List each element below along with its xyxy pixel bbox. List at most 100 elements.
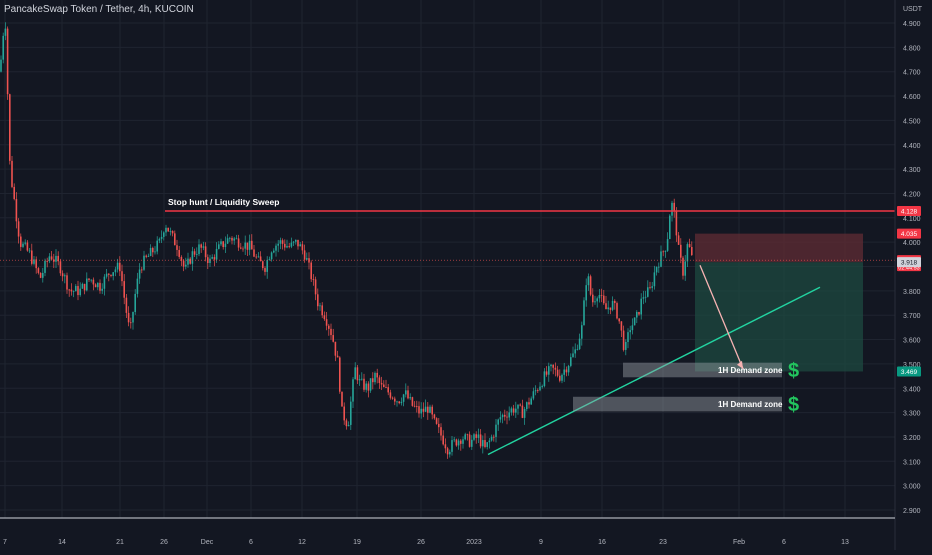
candle-body xyxy=(127,312,130,323)
candle-body xyxy=(442,435,444,445)
x-tick-label: 26 xyxy=(160,539,168,546)
candle-body xyxy=(314,279,317,295)
candle-body xyxy=(611,300,614,310)
candle-body xyxy=(394,398,396,402)
candle-body xyxy=(409,397,411,399)
candle-body xyxy=(548,366,550,375)
candle-body xyxy=(387,387,389,393)
candle-body xyxy=(339,357,341,392)
candle-body xyxy=(273,250,275,253)
x-tick-label: 13 xyxy=(841,539,849,546)
candle-body xyxy=(4,28,7,36)
candle-body xyxy=(328,325,330,329)
candle-body xyxy=(438,423,440,428)
candle-body xyxy=(103,276,106,289)
candle-body xyxy=(123,281,125,298)
candle-body xyxy=(594,301,596,303)
candle-body xyxy=(290,242,293,247)
candle-body xyxy=(427,406,429,413)
candle-body xyxy=(422,408,425,412)
candles xyxy=(0,22,693,459)
x-tick-label: 14 xyxy=(58,539,66,546)
candle-body xyxy=(396,401,398,403)
candle-body xyxy=(433,414,436,419)
candle-body xyxy=(237,238,240,248)
candle-body xyxy=(506,416,508,418)
candle-body xyxy=(61,273,64,277)
candle-body xyxy=(341,391,343,407)
candle-body xyxy=(266,259,268,272)
candle-body xyxy=(455,439,458,446)
position-zones xyxy=(695,233,863,372)
candle-body xyxy=(429,406,431,413)
candle-body xyxy=(658,266,660,268)
candle-body xyxy=(451,440,453,452)
candle-body xyxy=(319,305,321,307)
candle-body xyxy=(90,279,92,281)
candle-body xyxy=(413,405,416,407)
candle-body xyxy=(651,286,653,288)
candle-body xyxy=(614,300,616,304)
candle-body xyxy=(66,275,68,290)
candle-body xyxy=(673,202,675,211)
candle-body xyxy=(31,250,33,264)
candle-body xyxy=(435,418,438,424)
candle-body xyxy=(147,255,150,257)
candle-body xyxy=(53,259,55,262)
candle-body xyxy=(475,434,477,438)
candle-body xyxy=(39,272,42,278)
candle-body xyxy=(424,406,427,412)
candle-body xyxy=(112,272,114,276)
y-tick-label: 4.700 xyxy=(903,70,921,77)
candle-body xyxy=(352,379,354,402)
candle-body xyxy=(638,311,640,315)
time-axis[interactable]: 7 14 21 26 Dec 6 12 19 26 2023 9 16 23 Feb 6 13 xyxy=(0,517,895,546)
candle-body xyxy=(35,259,37,269)
candle-body xyxy=(539,386,541,391)
candle-body xyxy=(556,369,559,376)
candle-body xyxy=(684,261,686,276)
candle-body xyxy=(468,434,471,447)
y-tick-label: 4.500 xyxy=(903,118,921,125)
candle-body xyxy=(510,408,513,413)
price-label-resistance xyxy=(897,205,921,216)
candle-body xyxy=(618,318,620,322)
candle-body xyxy=(660,251,662,267)
y-tick-label: 3.400 xyxy=(903,386,921,393)
candle-body xyxy=(521,405,524,418)
candle-body xyxy=(68,289,70,291)
candle-body xyxy=(378,377,381,383)
candle-body xyxy=(644,296,647,298)
price-label-resistance-text: 4.128 xyxy=(901,208,918,215)
candle-body xyxy=(343,406,345,421)
candle-body xyxy=(189,258,191,264)
y-unit-label: USDT xyxy=(903,6,923,13)
candle-body xyxy=(334,341,337,356)
candle-body xyxy=(306,258,308,260)
candle-body xyxy=(295,239,297,242)
candle-body xyxy=(609,307,612,310)
candle-body xyxy=(154,251,156,253)
candle-body xyxy=(636,311,638,318)
candle-body xyxy=(336,355,339,358)
x-tick-label: 16 xyxy=(598,539,606,546)
candle-body xyxy=(499,417,502,420)
candle-body xyxy=(576,349,579,350)
candle-body xyxy=(570,357,572,366)
candle-body xyxy=(653,272,656,287)
candle-body xyxy=(46,260,48,262)
x-tick-label: 19 xyxy=(353,539,361,546)
candle-body xyxy=(369,378,372,391)
price-axis[interactable]: 4.900 4.800 4.700 4.600 4.500 4.400 4.300 4.200… xyxy=(894,0,921,550)
x-tick-label: 12 xyxy=(298,539,306,546)
candle-body xyxy=(77,286,79,296)
candle-body xyxy=(257,256,260,258)
candle-body xyxy=(666,239,669,251)
candle-body xyxy=(647,287,649,297)
candle-body xyxy=(136,278,139,294)
candle-body xyxy=(169,230,172,232)
candle-body xyxy=(64,275,66,277)
candle-body xyxy=(464,434,466,440)
